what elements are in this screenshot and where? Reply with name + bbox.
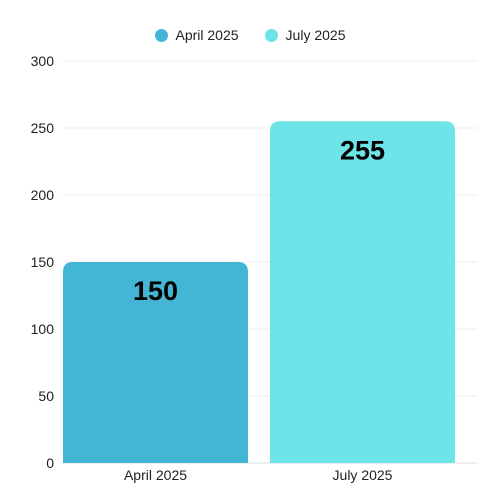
- y-tick-label-100: 100: [31, 321, 55, 337]
- x-tick-label-1: July 2025: [333, 467, 393, 483]
- legend-label-july: July 2025: [285, 27, 346, 43]
- legend-label-april: April 2025: [175, 27, 239, 43]
- legend: April 2025 July 2025: [0, 27, 500, 43]
- legend-swatch-july: [264, 28, 278, 42]
- bar-1: [270, 121, 455, 464]
- y-tick-label-50: 50: [38, 388, 54, 404]
- y-tick-label-150: 150: [31, 254, 55, 270]
- y-tick-label-200: 200: [31, 187, 55, 203]
- legend-item-april[interactable]: April 2025: [154, 27, 239, 43]
- bar-value-label-1: 255: [340, 135, 385, 165]
- legend-swatch-april: [154, 28, 168, 42]
- y-tick-label-300: 300: [31, 53, 55, 69]
- y-tick-label-250: 250: [31, 120, 55, 136]
- x-tick-label-0: April 2025: [124, 467, 187, 483]
- bar-value-label-0: 150: [133, 276, 178, 306]
- legend-item-july[interactable]: July 2025: [264, 27, 346, 43]
- bar-0: [63, 262, 248, 463]
- y-tick-label-0: 0: [46, 455, 54, 471]
